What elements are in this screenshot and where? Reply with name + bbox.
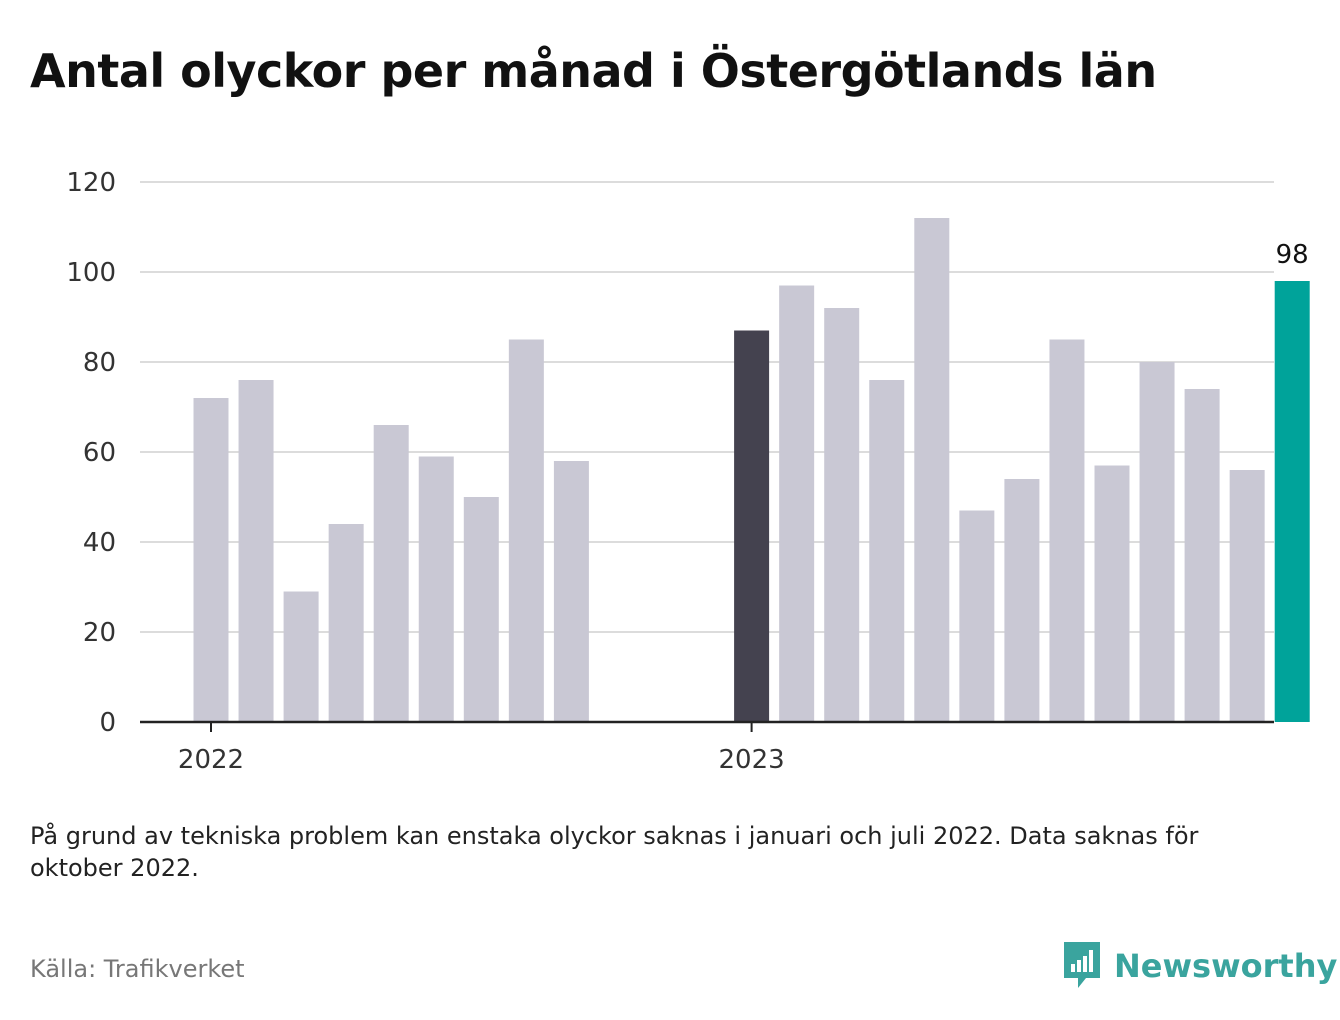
bar — [824, 308, 860, 722]
bar — [283, 591, 319, 722]
bar — [1274, 281, 1310, 722]
bar — [779, 285, 815, 722]
y-tick-label: 100 — [66, 258, 116, 288]
bar — [238, 380, 274, 722]
bar — [1229, 470, 1265, 722]
y-tick-label: 20 — [83, 618, 116, 648]
bar — [418, 456, 454, 722]
bar — [914, 218, 950, 722]
newsworthy-logo-icon — [1064, 942, 1100, 988]
bar-chart: 0 20 40 60 80 100 120 98 2022 2023 — [66, 168, 1310, 775]
bar — [508, 339, 544, 722]
bar — [1049, 339, 1085, 722]
bar — [869, 380, 905, 722]
chart-note: På grund av tekniska problem kan enstaka… — [30, 822, 1199, 882]
bar — [553, 461, 589, 722]
chart-title: Antal olyckor per månad i Östergötlands … — [30, 44, 1157, 98]
y-tick-label: 60 — [83, 438, 116, 468]
x-tick-label: 2023 — [719, 745, 785, 775]
bar — [1004, 479, 1040, 722]
bar — [1139, 362, 1175, 722]
newsworthy-logo[interactable]: Newsworthy — [1062, 940, 1337, 992]
y-tick-label: 0 — [99, 708, 116, 738]
bar — [463, 497, 499, 722]
x-tick-label: 2022 — [178, 745, 244, 775]
bar — [373, 425, 409, 722]
bar — [959, 510, 995, 722]
y-tick-label: 120 — [66, 168, 116, 198]
y-tick-label: 40 — [83, 528, 116, 558]
bar — [734, 330, 770, 722]
data-label: 98 — [1276, 240, 1309, 270]
brand-name: Newsworthy — [1114, 947, 1338, 985]
bar — [1184, 389, 1220, 722]
source-text: Källa: Trafikverket — [30, 955, 245, 983]
y-tick-label: 80 — [83, 348, 116, 378]
bar — [328, 524, 364, 722]
bar — [1094, 465, 1130, 722]
bar — [193, 398, 229, 722]
